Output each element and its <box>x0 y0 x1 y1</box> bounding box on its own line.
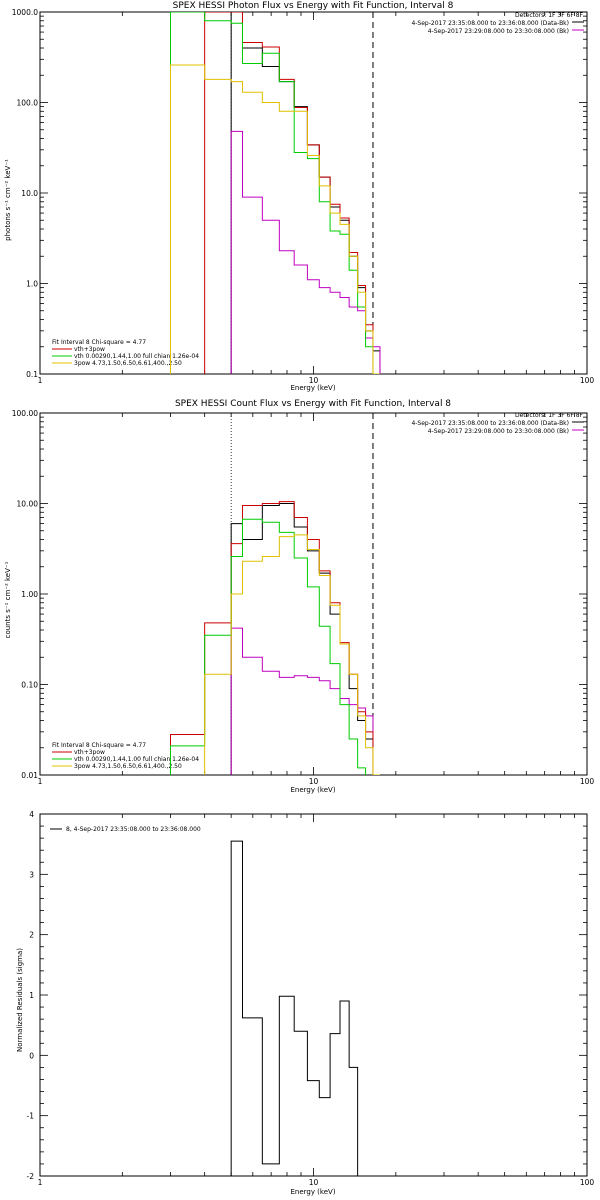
x-axis-label: Energy (keV) <box>290 786 335 794</box>
count-flux-panel: SPEX HESSI Count Flux vs Energy with Fit… <box>4 399 594 794</box>
y-tick-label: 10.00 <box>17 500 39 509</box>
y-tick-label: 1.0 <box>26 280 38 289</box>
y-tick-label: 100.00 <box>12 409 38 418</box>
detectors-label: Detectors: 1F 3F 6F 8F <box>515 412 584 419</box>
x-tick-label: 10 <box>309 1178 319 1187</box>
series-residuals <box>230 840 366 1176</box>
legend-label-vth-3pow: vth+3pow <box>74 346 105 353</box>
y-tick-label: 1 <box>29 991 34 1000</box>
panel-title: SPEX HESSI Count Flux vs Energy with Fit… <box>175 399 451 409</box>
y-axis-label: counts s⁻¹ cm⁻² keV⁻¹ <box>4 561 12 638</box>
series-vth-3pow <box>169 501 374 775</box>
y-tick-label: 0.01 <box>21 771 38 780</box>
photon-flux-panel: SPEX HESSI Photon Flux vs Energy with Fi… <box>4 1 594 392</box>
fit-legend-title: Fit Interval 8 Chi-square = 4.77 <box>52 742 146 749</box>
x-tick-label: 100 <box>580 376 595 385</box>
data-interval-label: 4-Sep-2017 23:35:08.000 to 23:36:08.000 … <box>411 420 569 427</box>
panel-title: SPEX HESSI Photon Flux vs Energy with Fi… <box>173 1 454 11</box>
y-tick-label: 0.1 <box>26 370 38 379</box>
residuals-panel: Energy (keV) Normalized Residuals (sigma… <box>16 810 594 1196</box>
series-vth-3pow <box>204 12 374 374</box>
x-tick-label: 10 <box>309 777 319 786</box>
y-tick-label: 100.0 <box>17 99 39 108</box>
y-tick-label: -2 <box>27 1172 35 1181</box>
legend-label-3pow: 3pow 4.73,1.50,6.50,6.61,400.,2.50 <box>74 763 182 770</box>
legend-label-3pow: 3pow 4.73,1.50,6.50,6.61,400.,2.50 <box>74 360 182 367</box>
x-axis-label: Energy (keV) <box>290 384 335 392</box>
y-tick-label: 4 <box>29 810 34 819</box>
legend-label-vth: vth 0.00290,1.44,1.00 full chian 1.26e-0… <box>74 756 199 763</box>
y-tick-label: 1.00 <box>21 590 38 599</box>
y-axis-label: Normalized Residuals (sigma) <box>16 948 24 1052</box>
y-tick-label: 3 <box>29 870 34 879</box>
y-tick-label: 0.10 <box>21 681 38 690</box>
data-interval-label: 4-Sep-2017 23:35:08.000 to 23:36:08.000 … <box>411 20 569 27</box>
detectors-label: Detectors: 1F 3F 6F 8F <box>515 12 584 19</box>
series-data-bk <box>230 12 381 374</box>
x-axis-label: Energy (keV) <box>290 1188 335 1196</box>
series-3pow <box>169 64 380 374</box>
series-bk <box>230 627 374 775</box>
series-vth <box>169 518 367 775</box>
background-interval-label: 4-Sep-2017 23:29:08.000 to 23:30:08.000 … <box>428 28 569 35</box>
series-3pow <box>204 534 380 775</box>
y-tick-label: -1 <box>27 1112 35 1121</box>
legend-label-vth: vth 0.00290,1.44,1.00 full chian 1.26e-0… <box>74 353 199 360</box>
legend-label-residuals: 8, 4-Sep-2017 23:35:08.000 to 23:36:08.0… <box>66 826 201 833</box>
series-data-bk <box>230 503 374 775</box>
plot-frame <box>39 813 588 1177</box>
x-tick-label: 1 <box>38 1178 43 1187</box>
y-tick-label: 0 <box>29 1051 34 1060</box>
x-tick-label: 1 <box>38 376 43 385</box>
y-tick-label: 10.0 <box>21 189 38 198</box>
x-tick-label: 10 <box>309 376 319 385</box>
fit-legend-title: Fit Interval 8 Chi-square = 4.77 <box>52 339 146 346</box>
plot-frame <box>39 11 588 375</box>
x-tick-label: 1 <box>38 777 43 786</box>
y-axis-label: photons s⁻¹ cm⁻² keV⁻¹ <box>4 159 12 241</box>
legend-label-vth-3pow: vth+3pow <box>74 749 105 756</box>
plot-frame <box>39 412 588 776</box>
x-tick-label: 100 <box>580 1178 595 1187</box>
x-tick-label: 100 <box>580 777 595 786</box>
y-tick-label: 1000.0 <box>12 8 38 17</box>
y-tick-label: 2 <box>29 931 34 940</box>
background-interval-label: 4-Sep-2017 23:29:08.000 to 23:30:08.000 … <box>428 428 569 435</box>
